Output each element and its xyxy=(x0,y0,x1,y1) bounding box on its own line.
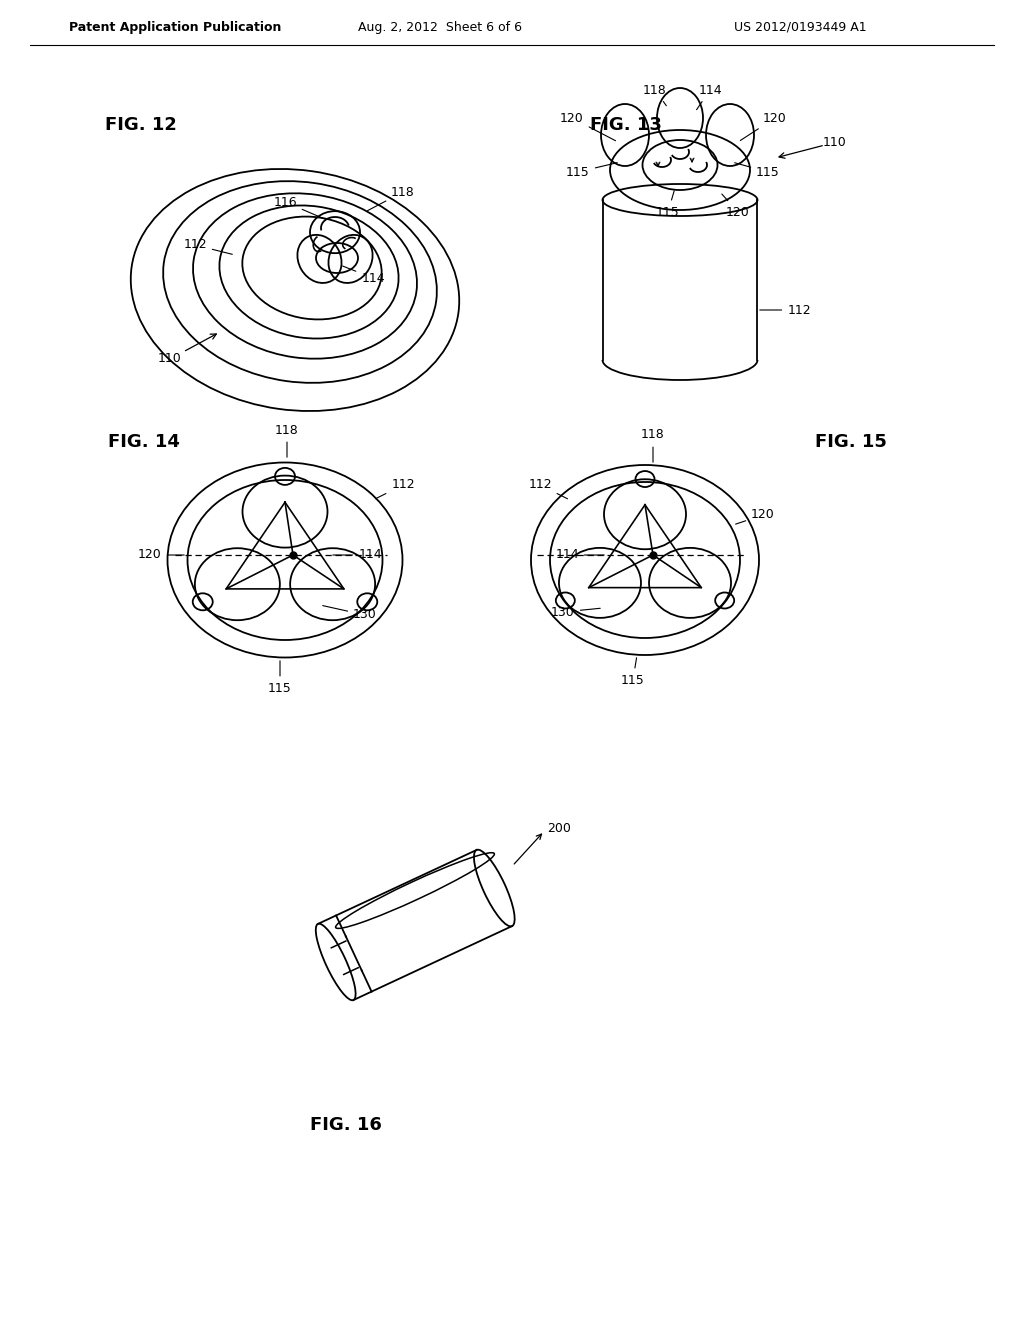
Text: 112: 112 xyxy=(376,479,415,499)
Text: 112: 112 xyxy=(183,239,232,255)
Text: 130: 130 xyxy=(323,606,377,622)
Text: FIG. 16: FIG. 16 xyxy=(310,1115,382,1134)
Text: 116: 116 xyxy=(273,195,325,219)
Text: 120: 120 xyxy=(722,194,750,219)
Text: 115: 115 xyxy=(656,190,680,219)
Text: 120: 120 xyxy=(740,111,786,140)
Text: 115: 115 xyxy=(622,657,645,686)
Text: FIG. 14: FIG. 14 xyxy=(108,433,180,451)
Text: 118: 118 xyxy=(275,424,299,457)
Text: 114: 114 xyxy=(343,267,385,285)
Text: Patent Application Publication: Patent Application Publication xyxy=(69,21,282,33)
Text: 114: 114 xyxy=(555,549,604,561)
Text: 110: 110 xyxy=(823,136,847,149)
Text: 115: 115 xyxy=(268,661,292,694)
Text: FIG. 12: FIG. 12 xyxy=(105,116,177,135)
Text: 114: 114 xyxy=(696,83,722,110)
Text: FIG. 13: FIG. 13 xyxy=(590,116,662,135)
Text: 115: 115 xyxy=(566,162,617,178)
Text: US 2012/0193449 A1: US 2012/0193449 A1 xyxy=(733,21,866,33)
Text: 118: 118 xyxy=(641,429,665,462)
Text: 120: 120 xyxy=(138,549,184,561)
Text: 115: 115 xyxy=(734,162,780,178)
Text: 120: 120 xyxy=(735,508,775,524)
Text: 114: 114 xyxy=(333,549,382,561)
Text: 130: 130 xyxy=(551,606,600,619)
Text: 110: 110 xyxy=(158,351,182,364)
Text: Aug. 2, 2012  Sheet 6 of 6: Aug. 2, 2012 Sheet 6 of 6 xyxy=(358,21,522,33)
Text: 118: 118 xyxy=(643,83,667,106)
Text: 200: 200 xyxy=(548,821,571,834)
Text: FIG. 15: FIG. 15 xyxy=(815,433,887,451)
Text: 112: 112 xyxy=(528,479,567,499)
Text: 112: 112 xyxy=(760,304,811,317)
Text: 120: 120 xyxy=(560,111,615,141)
Text: 118: 118 xyxy=(368,186,415,211)
